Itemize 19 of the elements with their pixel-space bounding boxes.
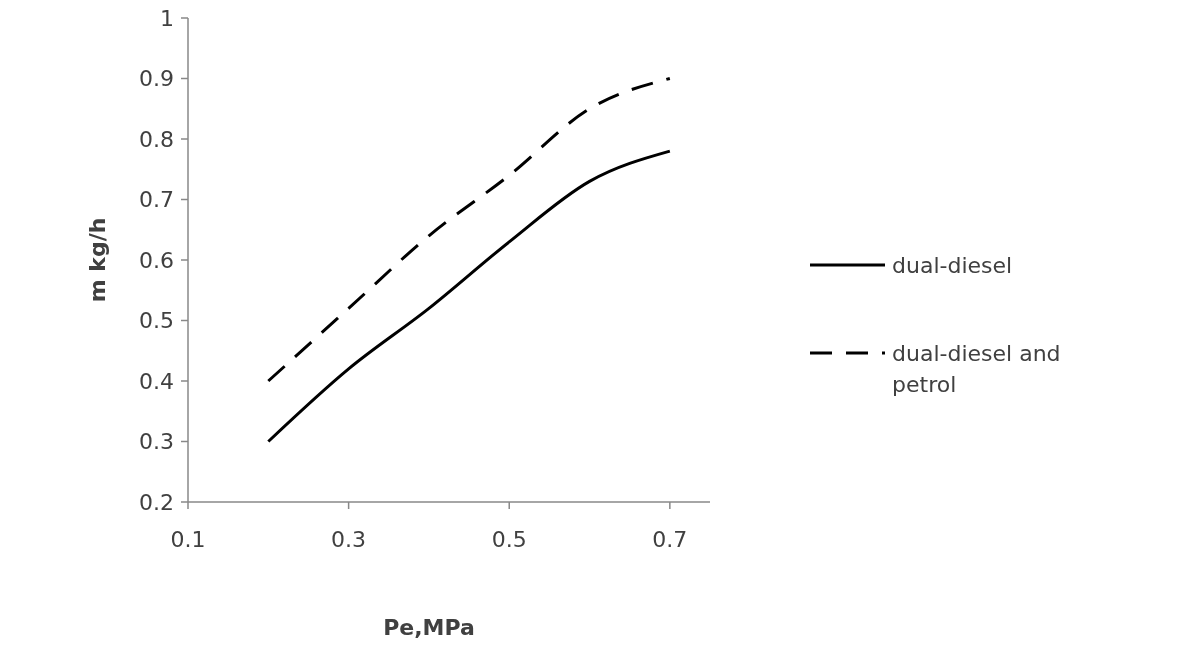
legend-label: dual-diesel and petrol	[892, 340, 1061, 397]
line-series	[266, 77, 672, 383]
legend-label: dual-diesel	[892, 252, 1013, 278]
x-tick-label: 0.1	[170, 527, 206, 552]
x-tick-label: 0.5	[491, 527, 527, 552]
y-tick-label: 0.4	[139, 368, 174, 394]
y-tick-label: 0.2	[139, 489, 174, 515]
y-tick-label: 0.9	[139, 66, 174, 92]
y-tick-label: 0.3	[139, 429, 174, 455]
y-tick-label: 1	[160, 5, 174, 31]
y-tick-label: 0.7	[139, 187, 174, 213]
x-axis-title: Pe,MPa	[383, 615, 475, 640]
y-tick-label: 0.6	[139, 247, 174, 273]
y-tick-label: 0.5	[139, 308, 174, 334]
x-tick-label: 0.3	[331, 527, 367, 552]
line-series	[266, 149, 672, 443]
y-axis-title: m kg/h	[85, 217, 110, 303]
x-tick-label: 0.7	[652, 527, 688, 552]
y-tick-label: 0.8	[139, 126, 174, 152]
